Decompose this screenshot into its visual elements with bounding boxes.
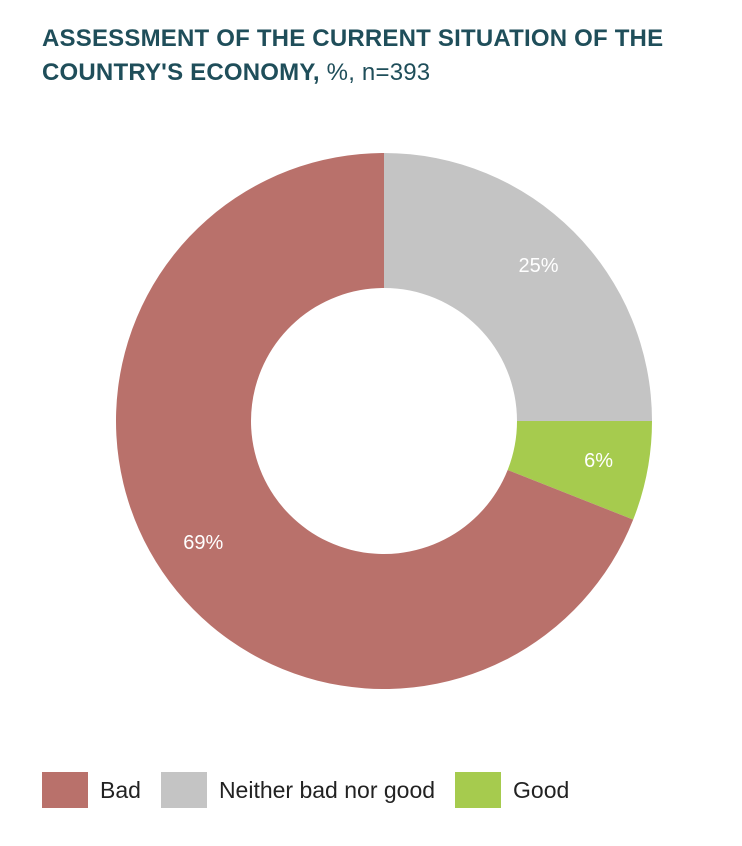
chart-legend: Bad Neither bad nor good Good xyxy=(42,772,589,808)
legend-swatch-neither xyxy=(160,772,207,808)
legend-label-neither: Neither bad nor good xyxy=(218,776,436,803)
legend-label-bad: Bad xyxy=(100,776,141,803)
donut-labels: 25% 6% 69% xyxy=(183,255,613,554)
legend-item-good: Good xyxy=(455,772,569,808)
chart-title: ASSESSMENT OF THE CURRENT SITUATION OF T… xyxy=(42,22,722,90)
legend-swatch-good xyxy=(455,772,502,808)
data-label-bad: 69% xyxy=(183,532,223,554)
legend-swatch-bad xyxy=(42,772,88,808)
legend-label-good: Good xyxy=(513,776,570,803)
data-label-neither-bad-nor-good: 25% xyxy=(518,255,558,277)
legend-item-bad: Bad xyxy=(42,772,141,808)
data-label-good: 6% xyxy=(584,450,613,472)
donut-slices xyxy=(116,152,652,689)
legend-item-neither: Neither bad nor good xyxy=(160,772,436,808)
donut-slice-good xyxy=(507,421,652,520)
chart-title-suffix: %, n=393 xyxy=(319,59,431,86)
chart-title-main: ASSESSMENT OF THE CURRENT SITUATION OF T… xyxy=(42,25,664,86)
donut-slice-neither-bad-nor-good xyxy=(384,153,652,421)
donut-slice-bad xyxy=(116,152,634,689)
